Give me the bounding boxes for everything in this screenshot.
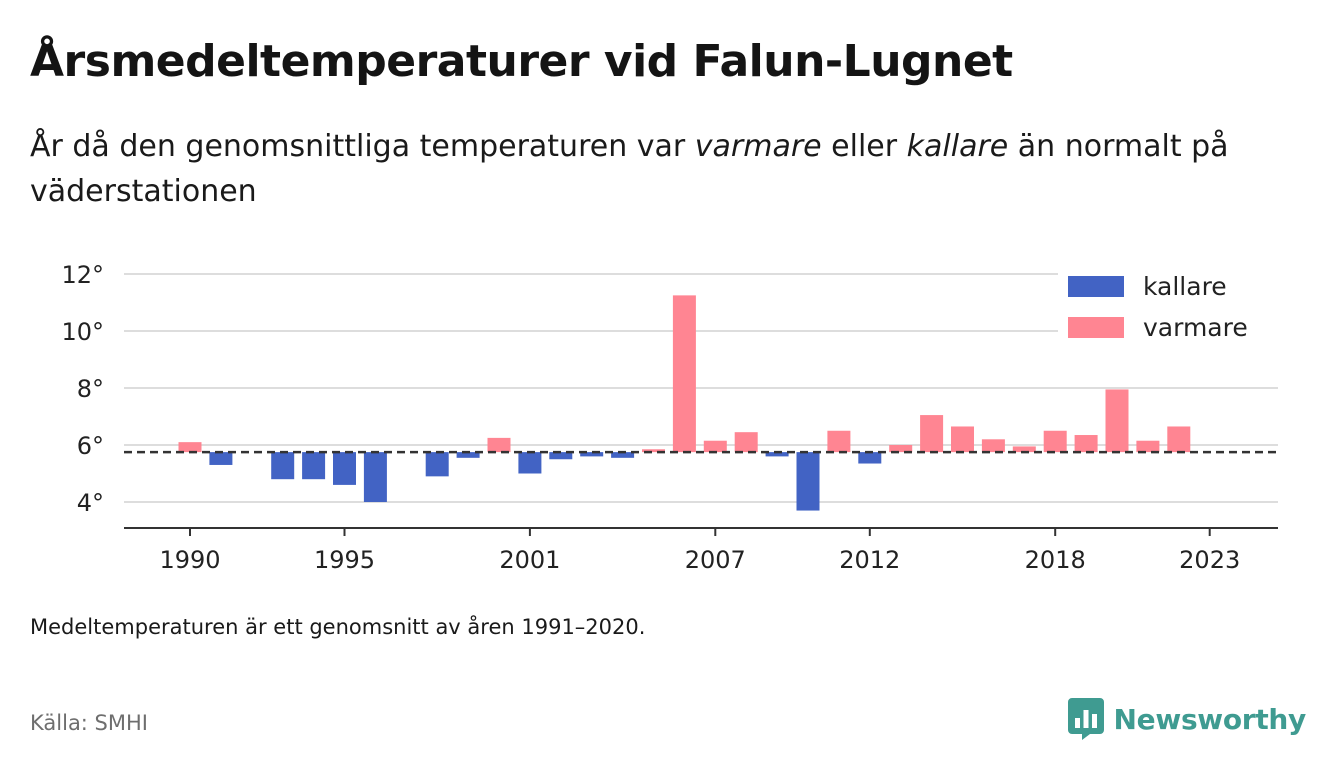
y-tick-label: 4° (77, 489, 104, 517)
bar-varmare (1105, 389, 1129, 453)
bar-varmare (734, 432, 758, 453)
x-tick-label: 1990 (159, 546, 220, 574)
bar-varmare (1136, 440, 1160, 453)
y-tick-label: 8° (77, 375, 104, 403)
bar-kallare (796, 452, 820, 511)
bar-kallare (363, 452, 387, 502)
bar-kallare (425, 452, 449, 477)
bar-kallare (549, 452, 573, 460)
subtitle-warm-word: varmare (694, 129, 822, 164)
bar-varmare (920, 415, 944, 453)
y-tick-label: 10° (61, 318, 104, 346)
bar-varmare (1012, 446, 1036, 453)
x-tick-label: 2012 (839, 546, 900, 574)
source-credit: Källa: SMHI (30, 711, 148, 735)
bar-kallare (456, 452, 480, 458)
bar-varmare (642, 449, 665, 453)
bar-kallare (333, 452, 356, 485)
x-tick-label: 2018 (1025, 546, 1086, 574)
bar-varmare (703, 440, 727, 453)
x-tick-label: 2007 (685, 546, 746, 574)
subtitle-cold-word: kallare (906, 129, 1009, 164)
bar-varmare (1074, 435, 1098, 453)
bar-kallare (209, 452, 233, 465)
brand-logo: Newsworthy (1067, 698, 1307, 740)
chart-subtitle: År då den genomsnittliga temperaturen va… (30, 124, 1300, 214)
axes: 4° 6° 8° 10° 12° 1990 1995 2001 2007 2012 2018 2023 (61, 261, 1278, 574)
bar-varmare (827, 430, 851, 453)
subtitle-text-start: År då den genomsnittliga temperaturen va… (30, 129, 695, 164)
footnote: Medeltemperaturen är ett genomsnitt av å… (30, 615, 646, 639)
bar-varmare (1043, 430, 1067, 453)
x-tick-label: 2001 (499, 546, 560, 574)
bar-chart: 4° 6° 8° 10° 12° 1990 1995 2001 2007 2012 2018 2023… (61, 261, 1278, 574)
bar-kallare (302, 452, 326, 480)
bar-varmare (889, 445, 913, 453)
legend-swatch-varmare (1068, 317, 1124, 338)
legend-label-varmare: varmare (1143, 313, 1248, 342)
bar-kallare (271, 452, 295, 480)
y-tick-label: 12° (61, 261, 104, 289)
x-tick-label: 1995 (314, 546, 375, 574)
brand-name: Newsworthy (1113, 702, 1307, 736)
bar-kallare (765, 452, 789, 457)
bar-varmare (487, 437, 511, 453)
bar-varmare (981, 439, 1005, 453)
newsworthy-logo-icon (1067, 698, 1104, 740)
chart-title: Årsmedeltemperaturer vid Falun-Lugnet (30, 36, 1013, 87)
bar-varmare (178, 442, 202, 453)
legend: kallare varmare (1058, 268, 1278, 354)
bar-kallare (580, 452, 604, 457)
bar-varmare (1167, 426, 1191, 453)
bar-varmare (951, 426, 974, 453)
bar-kallare (518, 452, 542, 474)
subtitle-text-end: än normalt på väderstationen (30, 129, 1229, 209)
bar-varmare (672, 295, 696, 453)
y-tick-label: 6° (77, 432, 104, 460)
bar-kallare (858, 452, 882, 464)
legend-label-kallare: kallare (1143, 272, 1227, 301)
bars (178, 295, 1191, 511)
legend-swatch-kallare (1068, 276, 1124, 297)
bar-kallare (611, 452, 635, 458)
subtitle-text-middle: eller (821, 129, 907, 164)
x-tick-label: 2023 (1179, 546, 1240, 574)
